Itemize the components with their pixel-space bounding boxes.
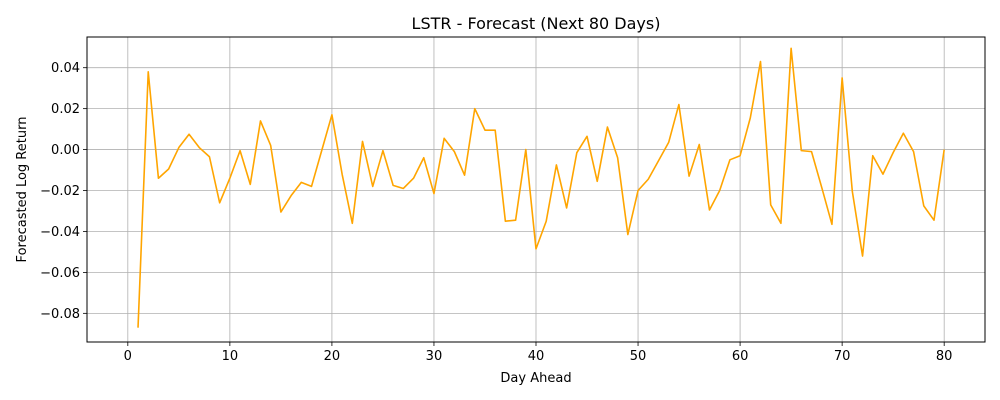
y-axis-ticks: −0.08 −0.06 −0.04 −0.02 0.00 0.02 0.04 <box>40 61 87 322</box>
grid-lines <box>87 37 985 342</box>
y-tick-label: 0.02 <box>51 102 80 117</box>
x-tick-label: 20 <box>324 349 341 364</box>
y-tick-label: −0.02 <box>40 184 80 199</box>
y-tick-label: −0.06 <box>40 266 80 281</box>
x-tick-label: 40 <box>528 349 545 364</box>
x-axis-ticks: 0 10 20 30 40 50 60 70 80 <box>124 342 953 364</box>
x-tick-label: 60 <box>732 349 749 364</box>
x-tick-label: 10 <box>222 349 239 364</box>
y-tick-label: 0.00 <box>51 143 80 158</box>
x-tick-label: 80 <box>936 349 953 364</box>
forecast-series-line <box>137 47 945 328</box>
y-axis-label: Forecasted Log Return <box>15 117 30 263</box>
x-tick-label: 70 <box>834 349 851 364</box>
x-tick-label: 30 <box>426 349 443 364</box>
x-axis-label: Day Ahead <box>500 371 571 386</box>
x-tick-label: 0 <box>124 349 132 364</box>
y-tick-label: 0.04 <box>51 61 80 76</box>
axes-frame <box>86 36 986 343</box>
y-tick-label: −0.08 <box>40 307 80 322</box>
plot-area <box>137 47 945 328</box>
x-tick-label: 50 <box>630 349 647 364</box>
y-tick-label: −0.04 <box>40 225 80 240</box>
chart-title: LSTR - Forecast (Next 80 Days) <box>412 14 661 33</box>
